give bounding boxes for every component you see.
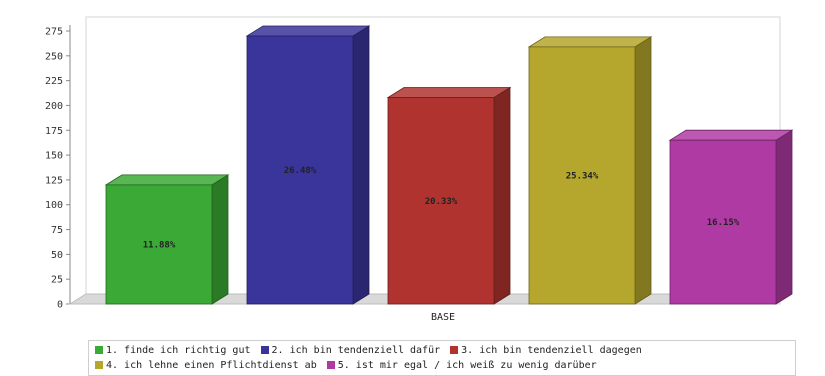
bar-front-face [387,97,495,305]
bar-data-label: 25.34% [566,171,599,181]
bar-2: 26.48% [245,25,371,305]
y-tick-label: 175 [45,126,63,137]
bar-side-face [493,86,511,305]
bar-side-face [352,25,370,305]
bar-5: 16.15% [668,129,794,305]
y-tick-label: 0 [57,300,63,311]
bar-side-face [211,174,229,305]
legend-label-2: 2. ich bin tendenziell dafür [271,345,441,356]
bar-chart: 0 25 50 75 100 125 150 175 200 225 250 275 11.88% 26… [45,16,794,323]
y-tick-label: 125 [45,175,63,186]
bar-side-face [634,36,652,305]
legend-row-2: 4. ich lehne einen Pflichtdienst ab 5. i… [95,358,789,373]
bar-1: 11.88% [104,174,230,305]
y-tick-label: 75 [51,225,63,236]
y-tick-label: 225 [45,76,63,87]
legend-label-3: 3. ich bin tendenziell dagegen [461,345,642,356]
legend-row-1: 1. finde ich richtig gut 2. ich bin tend… [95,343,789,358]
legend-item-5: 5. ist mir egal / ich weiß zu wenig darü… [326,358,597,373]
x-category-label: BASE [431,312,455,323]
legend-item-4: 4. ich lehne einen Pflichtdienst ab [95,358,317,373]
legend-swatch-4 [95,361,103,369]
bar-side-face [775,129,793,305]
bar-data-label: 20.33% [425,197,458,207]
legend: 1. finde ich richtig gut 2. ich bin tend… [88,340,796,376]
bar-top-face [668,129,794,141]
bar-top-face [386,87,512,98]
legend-swatch-3 [450,346,459,354]
bar-front-face [528,46,636,305]
y-tick-label: 275 [45,27,63,38]
y-tick-label: 50 [51,250,63,261]
legend-label-1: 1. finde ich richtig gut [106,345,251,356]
bar-top-face [104,174,230,186]
y-tick-label: 200 [45,101,63,112]
bars: 11.88% 26.48% 20.33% 25.34% 16.15% [104,25,794,305]
legend-item-3: 3. ich bin tendenziell dagegen [450,343,642,358]
legend-item-1: 1. finde ich richtig gut [95,343,251,358]
legend-swatch-2 [260,346,269,354]
bar-front-face [669,139,777,305]
bar-data-label: 26.48% [284,166,317,176]
bar-4: 25.34% [527,36,653,305]
y-tick-label: 250 [45,51,63,62]
bar-3: 20.33% [386,86,512,305]
legend-swatch-5 [326,361,335,369]
legend-item-2: 2. ich bin tendenziell dafür [260,343,441,358]
y-tick-label: 25 [51,275,63,286]
legend-swatch-1 [95,346,103,354]
bar-data-label: 11.88% [143,240,176,250]
y-tick-label: 100 [45,200,63,211]
bar-top-face [245,25,371,37]
bar-front-face [105,184,213,305]
bar-top-face [527,36,653,48]
legend-label-4: 4. ich lehne einen Pflichtdienst ab [106,360,317,371]
y-tick-label: 150 [45,151,63,162]
bar-front-face [246,35,354,305]
bar-data-label: 16.15% [707,218,740,228]
legend-label-5: 5. ist mir egal / ich weiß zu wenig darü… [337,360,597,371]
